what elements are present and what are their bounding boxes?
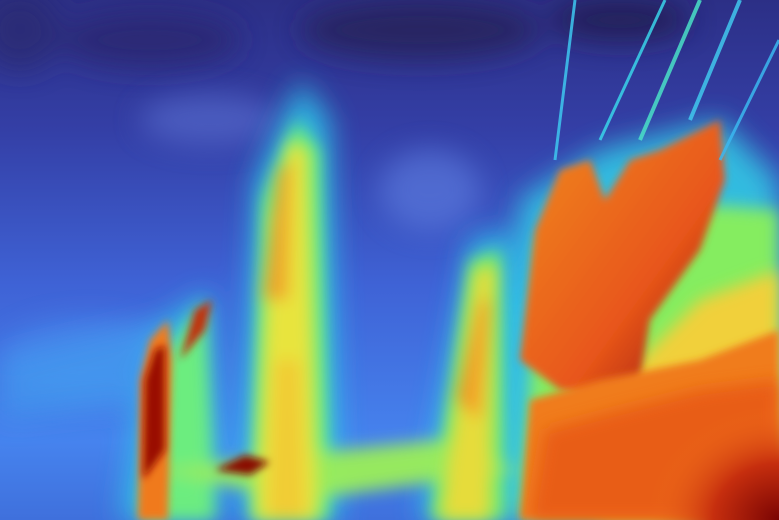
background-dark-patches xyxy=(0,0,690,70)
left-vertical-streak xyxy=(138,300,270,520)
top-right-light-streaks xyxy=(553,0,779,161)
middle-right-streak xyxy=(440,265,495,520)
right-foreground-object xyxy=(520,120,779,520)
central-post xyxy=(255,140,318,520)
